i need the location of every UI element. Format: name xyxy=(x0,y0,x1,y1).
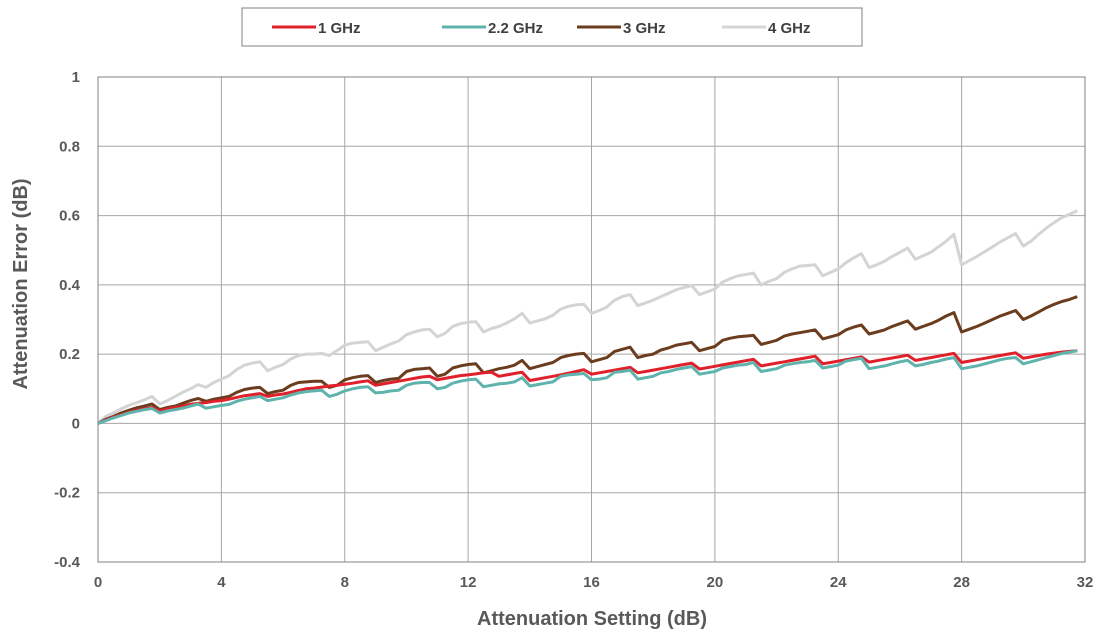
legend-label: 4 GHz xyxy=(768,20,811,37)
x-tick-label: 24 xyxy=(830,574,847,591)
x-tick-label: 20 xyxy=(707,574,724,591)
x-tick-label: 12 xyxy=(460,574,477,591)
y-tick-label: -0.4 xyxy=(54,554,81,571)
y-tick-label: 0.8 xyxy=(59,138,80,155)
y-tick-label: 0.6 xyxy=(59,208,80,225)
x-tick-label: 16 xyxy=(583,574,600,591)
x-tick-label: 28 xyxy=(953,574,970,591)
series-line-3-ghz xyxy=(97,295,1078,425)
y-tick-label: 0.2 xyxy=(59,346,80,363)
plot-area-frame xyxy=(97,76,1086,563)
x-tick-label: 8 xyxy=(341,574,349,591)
series-line-1-ghz xyxy=(97,349,1078,425)
x-axis-title: Attenuation Setting (dB) xyxy=(477,608,707,630)
series-line-4-ghz xyxy=(96,209,1078,425)
series-line-2-2-ghz xyxy=(97,349,1078,425)
y-tick-label: 0.4 xyxy=(59,277,81,294)
x-tick-labels: 0 4 8 12 16 20 24 28 32 xyxy=(94,574,1094,591)
legend: 1 GHz 2.2 GHz 3 GHz 4 GHz xyxy=(241,7,863,47)
y-tick-label: 1 xyxy=(72,69,80,86)
y-axis-title: Attenuation Error (dB) xyxy=(10,178,32,389)
x-tick-label: 0 xyxy=(94,574,102,591)
legend-label: 3 GHz xyxy=(623,20,666,37)
x-tick-label: 32 xyxy=(1077,574,1094,591)
y-tick-labels: -0.4 -0.2 0 0.2 0.4 0.6 0.8 1 xyxy=(54,69,81,571)
legend-label: 2.2 GHz xyxy=(488,20,543,37)
series-lines xyxy=(96,209,1078,425)
y-tick-label: -0.2 xyxy=(54,485,80,502)
legend-label: 1 GHz xyxy=(318,20,361,37)
y-tick-label: 0 xyxy=(72,415,80,432)
x-tick-label: 4 xyxy=(217,574,226,591)
